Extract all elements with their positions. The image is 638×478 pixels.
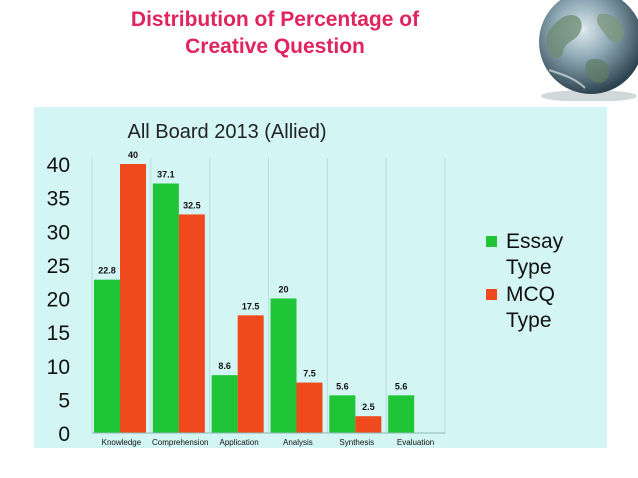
bar-chart: All Board 2013 (Allied) 0 5 10 15 20 25 30 35 40… bbox=[47, 121, 564, 447]
chart-title: All Board 2013 (Allied) bbox=[128, 121, 327, 143]
data-label: 22.8 bbox=[98, 266, 116, 276]
bar bbox=[355, 416, 382, 433]
slide-title-line-1: Distribution of Percentage of bbox=[130, 8, 420, 31]
bar bbox=[270, 298, 297, 433]
y-tick-label: 35 bbox=[47, 188, 70, 211]
data-label: 8.6 bbox=[218, 361, 231, 371]
legend-label: MCQ bbox=[506, 283, 555, 306]
x-tick-label: Evaluation bbox=[397, 438, 434, 447]
y-tick-label: 30 bbox=[47, 221, 70, 244]
data-label: 20 bbox=[278, 285, 288, 295]
bar bbox=[237, 315, 264, 433]
x-tick-label: Synthesis bbox=[339, 438, 374, 447]
x-tick-label: Application bbox=[220, 438, 259, 447]
x-tick-label: Comprehension bbox=[152, 438, 208, 447]
slide-title: Distribution of Percentage of Creative Q… bbox=[40, 6, 510, 60]
data-label: 17.5 bbox=[242, 301, 260, 311]
bar bbox=[120, 164, 146, 433]
legend-swatch bbox=[486, 289, 497, 300]
bar bbox=[329, 395, 356, 433]
slide-title-line-2: Creative Question bbox=[185, 35, 365, 58]
y-tick-label: 0 bbox=[58, 423, 70, 446]
y-tick-label: 40 bbox=[47, 154, 70, 177]
x-tick-label: Knowledge bbox=[102, 438, 142, 447]
bar bbox=[296, 382, 323, 433]
bar bbox=[178, 214, 205, 433]
legend-label: Type bbox=[506, 256, 552, 279]
data-label: 37.1 bbox=[157, 170, 175, 180]
bar bbox=[94, 279, 120, 433]
bar bbox=[152, 183, 179, 433]
y-tick-label: 25 bbox=[47, 255, 70, 278]
data-label: 7.5 bbox=[303, 369, 316, 379]
globe-icon bbox=[539, 0, 638, 101]
data-label: 40 bbox=[128, 150, 138, 160]
x-tick-label: Analysis bbox=[283, 438, 313, 447]
bar bbox=[211, 375, 238, 433]
legend-label: Type bbox=[506, 309, 552, 332]
y-tick-label: 20 bbox=[47, 289, 70, 312]
y-tick-label: 10 bbox=[47, 356, 70, 379]
legend-swatch bbox=[486, 236, 497, 247]
y-tick-label: 15 bbox=[47, 322, 70, 345]
data-label: 32.5 bbox=[183, 200, 201, 210]
bar bbox=[388, 395, 415, 433]
legend-label: Essay bbox=[506, 230, 564, 253]
data-label: 5.6 bbox=[336, 381, 349, 391]
data-label: 2.5 bbox=[362, 402, 375, 412]
data-label: 5.6 bbox=[395, 381, 408, 391]
y-tick-label: 5 bbox=[58, 389, 70, 412]
chart-area: All Board 2013 (Allied) 0 5 10 15 20 25 30 35 40… bbox=[34, 107, 607, 448]
